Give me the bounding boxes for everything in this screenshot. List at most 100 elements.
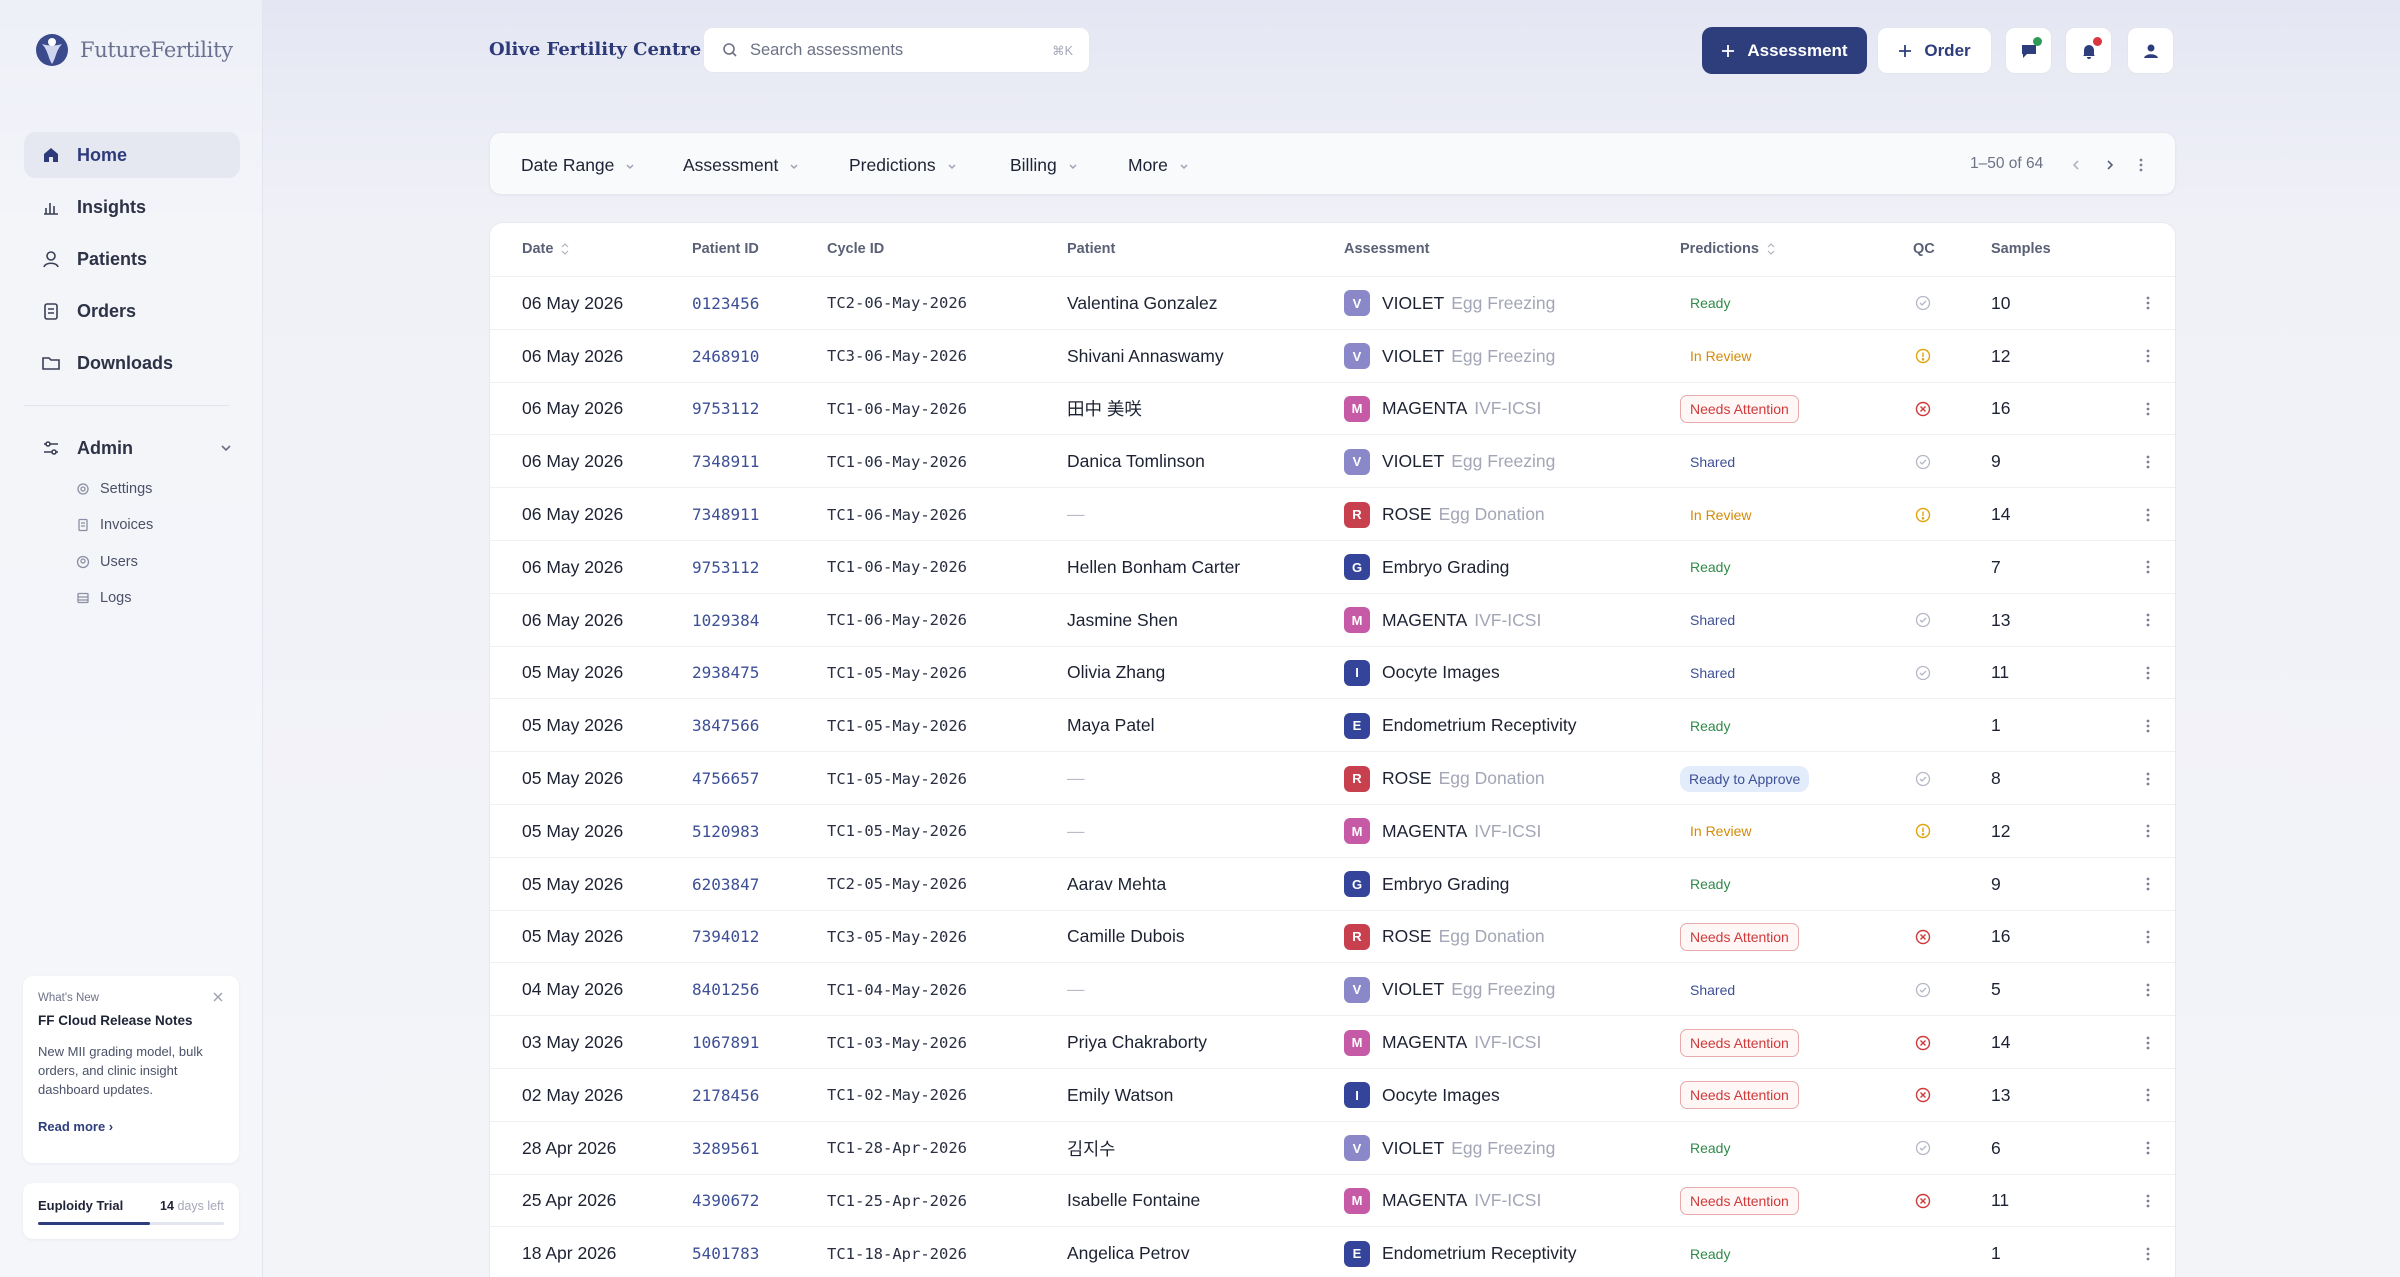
cell-patient-id[interactable]: 2178456 xyxy=(692,1085,760,1105)
row-actions-button[interactable] xyxy=(2146,858,2150,911)
sidebar-item-patients[interactable]: Patients xyxy=(24,236,240,282)
column-header-predictions[interactable]: Predictions xyxy=(1680,241,1775,257)
row-actions-button[interactable] xyxy=(2146,488,2150,541)
sidebar-subitem-settings[interactable]: Settings xyxy=(76,481,152,497)
cell-patient-id[interactable]: 3289561 xyxy=(692,1138,760,1158)
table-row[interactable]: 18 Apr 2026 5401783 TC1-18-Apr-2026 Angelic… xyxy=(490,1226,2175,1277)
trial-card[interactable]: Euploidy Trial 14 days left xyxy=(23,1183,239,1239)
sidebar-item-orders[interactable]: Orders xyxy=(24,288,240,334)
prediction-status-badge[interactable]: Shared xyxy=(1690,612,1736,629)
search-box[interactable]: ⌘K xyxy=(703,27,1090,73)
cell-patient-id[interactable]: 6203847 xyxy=(692,874,760,894)
column-header-date[interactable]: Date xyxy=(522,241,569,257)
sidebar-item-admin[interactable]: Admin xyxy=(24,425,234,471)
close-icon[interactable] xyxy=(213,992,223,1002)
row-actions-button[interactable] xyxy=(2146,911,2150,964)
prediction-status-badge[interactable]: Needs Attention xyxy=(1680,394,1799,423)
table-row[interactable]: 05 May 2026 2938475 TC1-05-May-2026 Olivia … xyxy=(490,645,2175,700)
row-actions-button[interactable] xyxy=(2146,647,2150,700)
row-actions-button[interactable] xyxy=(2146,752,2150,805)
filter-assessment[interactable]: Assessment xyxy=(683,155,800,176)
table-row[interactable]: 05 May 2026 3847566 TC1-05-May-2026 Maya Pa… xyxy=(490,698,2175,751)
brand-logo[interactable]: FutureFertility xyxy=(34,32,233,68)
cell-patient-id[interactable]: 2468910 xyxy=(692,346,760,366)
filter-billing[interactable]: Billing xyxy=(1010,155,1079,176)
table-row[interactable]: 03 May 2026 1067891 TC1-03-May-2026 Priya C… xyxy=(490,1015,2175,1068)
sidebar-subitem-invoices[interactable]: Invoices xyxy=(76,517,153,533)
row-actions-button[interactable] xyxy=(2146,594,2150,647)
search-input[interactable] xyxy=(750,40,1041,60)
table-row[interactable]: 06 May 2026 1029384 TC1-06-May-2026 Jasmine… xyxy=(490,592,2175,647)
cell-patient-id[interactable]: 2938475 xyxy=(692,663,760,683)
profile-button[interactable] xyxy=(2127,27,2174,74)
prediction-status-badge[interactable]: In Review xyxy=(1690,506,1752,523)
prediction-status-badge[interactable]: In Review xyxy=(1690,348,1752,365)
filter-date-range[interactable]: Date Range xyxy=(521,155,636,176)
cell-patient-id[interactable]: 9753112 xyxy=(692,399,760,419)
row-actions-button[interactable] xyxy=(2146,330,2150,383)
table-row[interactable]: 25 Apr 2026 4390672 TC1-25-Apr-2026 Isabell… xyxy=(490,1173,2175,1228)
prediction-status-badge[interactable]: Needs Attention xyxy=(1680,1186,1799,1215)
prediction-status-badge[interactable]: In Review xyxy=(1690,823,1752,840)
row-actions-button[interactable] xyxy=(2146,699,2150,752)
sidebar-item-insights[interactable]: Insights xyxy=(24,184,240,230)
row-actions-button[interactable] xyxy=(2146,277,2150,330)
more-vertical-icon[interactable] xyxy=(2139,158,2143,172)
table-row[interactable]: 28 Apr 2026 3289561 TC1-28-Apr-2026 김지수 V VIO… xyxy=(490,1120,2175,1175)
cell-patient-id[interactable]: 1029384 xyxy=(692,610,760,630)
cell-patient-id[interactable]: 7348911 xyxy=(692,452,760,472)
table-row[interactable]: 05 May 2026 6203847 TC2-05-May-2026 Aarav M… xyxy=(490,856,2175,911)
new-order-button[interactable]: Order xyxy=(1877,27,1992,74)
chevron-down-icon[interactable] xyxy=(218,440,234,456)
prediction-status-badge[interactable]: Ready xyxy=(1690,1140,1731,1157)
sidebar-item-home[interactable]: Home xyxy=(24,132,240,178)
table-row[interactable]: 06 May 2026 0123456 TC2-06-May-2026 Valenti… xyxy=(490,276,2175,329)
table-row[interactable]: 06 May 2026 2468910 TC3-06-May-2026 Shivani… xyxy=(490,328,2175,383)
filter-more[interactable]: More xyxy=(1128,155,1190,176)
table-row[interactable]: 06 May 2026 7348911 TC1-06-May-2026 Danica … xyxy=(490,434,2175,487)
prediction-status-badge[interactable]: Ready xyxy=(1690,295,1731,312)
row-actions-button[interactable] xyxy=(2146,805,2150,858)
sidebar-subitem-logs[interactable]: Logs xyxy=(76,590,131,606)
table-row[interactable]: 04 May 2026 8401256 TC1-04-May-2026 — V VIOLE… xyxy=(490,962,2175,1015)
row-actions-button[interactable] xyxy=(2146,1175,2150,1228)
cell-patient-id[interactable]: 0123456 xyxy=(692,293,760,313)
prediction-status-badge[interactable]: Shared xyxy=(1690,453,1736,470)
row-actions-button[interactable] xyxy=(2146,383,2150,436)
cell-patient-id[interactable]: 1067891 xyxy=(692,1033,760,1053)
cell-patient-id[interactable]: 7394012 xyxy=(692,927,760,947)
cell-patient-id[interactable]: 3847566 xyxy=(692,716,760,736)
prediction-status-badge[interactable]: Ready to Approve xyxy=(1680,765,1810,792)
prediction-status-badge[interactable]: Needs Attention xyxy=(1680,1028,1799,1057)
prediction-status-badge[interactable]: Needs Attention xyxy=(1680,1081,1799,1110)
cell-patient-id[interactable]: 4756657 xyxy=(692,769,760,789)
row-actions-button[interactable] xyxy=(2146,1016,2150,1069)
table-row[interactable]: 06 May 2026 7348911 TC1-06-May-2026 — R ROSE E… xyxy=(490,487,2175,540)
row-actions-button[interactable] xyxy=(2146,963,2150,1016)
sidebar-item-downloads[interactable]: Downloads xyxy=(24,340,240,386)
prediction-status-badge[interactable]: Ready xyxy=(1690,717,1731,734)
prediction-status-badge[interactable]: Shared xyxy=(1690,981,1736,998)
prediction-status-badge[interactable]: Ready xyxy=(1690,1245,1731,1262)
cell-patient-id[interactable]: 7348911 xyxy=(692,505,760,525)
table-row[interactable]: 05 May 2026 4756657 TC1-05-May-2026 — R ROSE E… xyxy=(490,751,2175,804)
table-row[interactable]: 06 May 2026 9753112 TC1-06-May-2026 Hellen … xyxy=(490,540,2175,593)
chat-button[interactable] xyxy=(2005,27,2052,74)
sidebar-subitem-users[interactable]: Users xyxy=(76,554,138,570)
row-actions-button[interactable] xyxy=(2146,1069,2150,1122)
read-more-link[interactable]: Read more › xyxy=(38,1119,114,1134)
row-actions-button[interactable] xyxy=(2146,541,2150,594)
cell-patient-id[interactable]: 8401256 xyxy=(692,980,760,1000)
cell-patient-id[interactable]: 5120983 xyxy=(692,821,760,841)
row-actions-button[interactable] xyxy=(2146,1227,2150,1277)
prediction-status-badge[interactable]: Needs Attention xyxy=(1680,922,1799,951)
table-row[interactable]: 02 May 2026 2178456 TC1-02-May-2026 Emily W… xyxy=(490,1068,2175,1121)
table-row[interactable]: 05 May 2026 7394012 TC3-05-May-2026 Camille… xyxy=(490,909,2175,964)
prediction-status-badge[interactable]: Ready xyxy=(1690,876,1731,893)
row-actions-button[interactable] xyxy=(2146,1122,2150,1175)
cell-patient-id[interactable]: 5401783 xyxy=(692,1244,760,1264)
prediction-status-badge[interactable]: Ready xyxy=(1690,559,1731,576)
row-actions-button[interactable] xyxy=(2146,435,2150,488)
prediction-status-badge[interactable]: Shared xyxy=(1690,664,1736,681)
filter-predictions[interactable]: Predictions xyxy=(849,155,958,176)
